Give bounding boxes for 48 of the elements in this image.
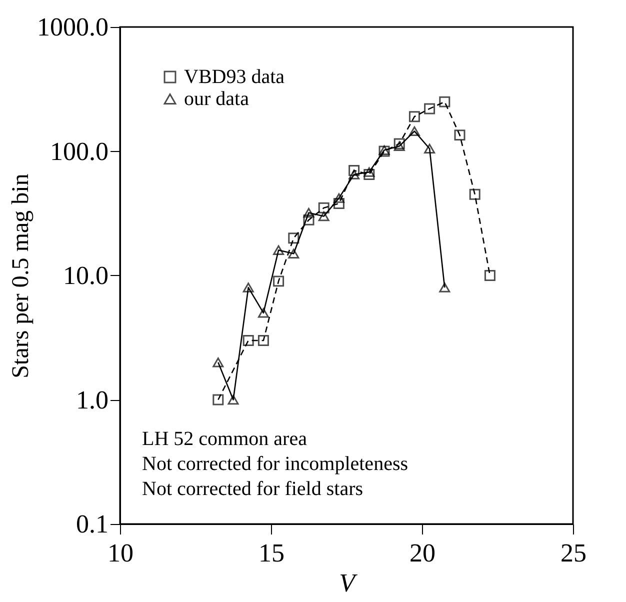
point [348,165,360,176]
point [288,248,300,258]
point [273,245,284,255]
x-tick-label: 10 [108,538,134,568]
point [394,141,405,151]
y-tick-label: 100.0 [50,136,108,166]
point [394,138,405,150]
point [242,334,254,346]
point [439,96,450,108]
point [439,282,450,292]
point [469,188,480,200]
legend-label: our data [184,88,250,110]
point [424,103,436,114]
point [258,334,269,346]
x-tick-label: 15 [258,538,284,568]
point [212,394,224,406]
y-tick-label: 0.1 [76,510,108,538]
x-tick-label: 25 [560,538,586,568]
x-tick-label: 20 [410,538,436,568]
legend-label: VBD93 data [184,66,285,88]
y-tick-label: 10.0 [63,261,108,290]
point [364,169,375,180]
point [303,208,314,218]
point [348,170,360,180]
point [408,126,420,136]
point [333,193,344,203]
point [212,357,224,368]
y-tick-label: 1.0 [76,385,108,414]
point [364,167,375,177]
point [318,202,330,214]
y-axis-title: Stars per 0.5 mag bin [8,174,34,378]
point [258,308,269,318]
point [303,214,314,226]
point [408,111,420,122]
point [484,270,496,281]
point [242,282,254,292]
annotation: Not corrected for field stars [142,478,364,500]
point [318,211,330,222]
point [424,144,436,154]
annotation: Not corrected for incompleteness [142,453,408,475]
point [454,130,466,141]
point [288,232,300,244]
point [273,276,284,287]
point [333,198,344,209]
annotation: LH 52 common area [142,428,308,450]
y-tick-label: 1000.0 [37,12,108,42]
point [228,394,239,405]
x-axis-title: V [339,568,358,598]
